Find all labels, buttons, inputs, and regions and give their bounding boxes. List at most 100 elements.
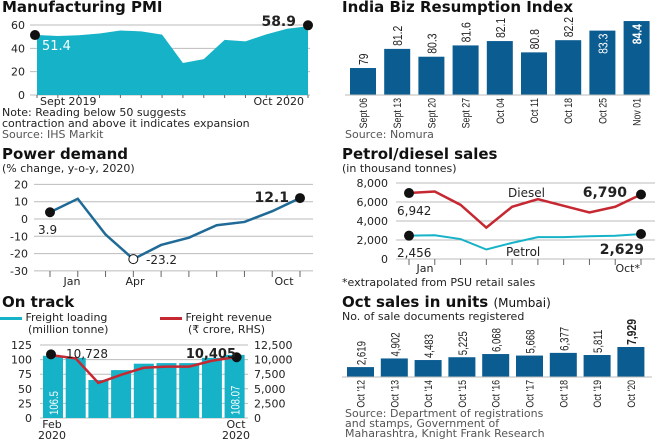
sales-source-3: Maharashtra, Knight Frank Research	[345, 427, 545, 440]
diesel-end-label: 6,790	[583, 185, 628, 201]
fuel-title: Petrol/diesel sales	[342, 145, 498, 163]
biz-bar	[486, 41, 513, 95]
freight-bar	[156, 363, 177, 418]
sales-category-label: Oct '15	[457, 380, 469, 408]
power-xlabel-oct: Oct	[274, 275, 294, 288]
freight-ytick-left: 125	[11, 339, 32, 352]
sales-bar	[549, 352, 577, 377]
diesel-start-label: 6,942	[397, 204, 431, 218]
freight-bar	[65, 357, 86, 418]
pmi-source: Source: IHS Markit	[2, 128, 104, 141]
petrol-end-label: 2,629	[600, 242, 644, 258]
sales-category-label: Oct '13	[389, 380, 401, 408]
fuel-xlabel-jan: Jan	[416, 262, 434, 275]
freight-xlabel-feb-year: 2020	[38, 429, 66, 440]
sales-title-text: Oct sales in units	[342, 293, 489, 311]
biz-category-label: Sept 27	[461, 98, 473, 129]
biz-value-label: 84.4	[631, 24, 645, 45]
fuel-ytick: 4,000	[357, 215, 389, 228]
power-end-label: 12.1	[254, 190, 289, 206]
power-ytick: -30	[10, 265, 28, 278]
sales-bar	[347, 367, 374, 377]
freight-bar	[88, 380, 109, 418]
biz-category-label: Sept 20	[427, 98, 439, 129]
legend-swatch-teal	[0, 316, 22, 320]
freight-ytick-right: 0	[254, 412, 261, 425]
sales-category-label: Oct '12	[356, 380, 368, 408]
sales-category-label: Oct '18	[558, 380, 570, 408]
legend-label: Freight revenue	[185, 311, 272, 324]
freight-bar	[133, 363, 154, 418]
freight-bar	[179, 363, 200, 418]
diesel-label: Diesel	[508, 186, 545, 200]
power-start-label: 3.9	[38, 223, 57, 237]
biz-bar	[452, 45, 479, 95]
pmi-ytick: 0	[18, 89, 25, 102]
sales-subtitle: No. of sale documents registered	[342, 310, 525, 323]
biz-value-label: 80.8	[528, 29, 542, 50]
sales-value-label: 5,668	[525, 330, 538, 354]
freight-bar	[201, 357, 222, 418]
freight-ytick-right: 12,500	[254, 339, 293, 352]
diesel-end-dot	[636, 189, 646, 200]
fuel-ytick: 6,000	[357, 196, 389, 209]
freight-start-dot	[46, 349, 56, 360]
pmi-xlabel-start: Sept 2019	[40, 95, 97, 108]
pmi-note-2: contraction and above it indicates expan…	[2, 117, 250, 130]
power-xlabel-jan: Jan	[63, 275, 81, 288]
pmi-start-label: 51.4	[42, 39, 71, 54]
biz-source: Source: Nomura	[345, 128, 434, 141]
sales-category-label: Oct '16	[491, 380, 503, 408]
power-min-label: -23.2	[146, 253, 177, 267]
freight-xlabel-feb: Feb	[42, 418, 61, 431]
freight-bar	[43, 355, 63, 418]
biz-bar	[418, 56, 445, 95]
pmi-ytick: 40	[11, 42, 25, 55]
pmi-note: Note: Reading below 50 suggests	[2, 106, 187, 119]
freight-ytick-right: 10,000	[254, 354, 293, 367]
petrol-end-dot	[636, 229, 646, 240]
biz-value-label: 82.2	[562, 17, 576, 37]
power-ytick: 10	[14, 196, 28, 209]
sales-value-label: 6,377	[558, 327, 571, 351]
legend-swatch-red	[160, 316, 182, 320]
legend-freight-loading: Freight loading	[0, 312, 107, 324]
sales-bar	[583, 355, 611, 377]
pmi-start-dot	[30, 30, 40, 41]
power-ytick: -10	[10, 230, 28, 243]
power-ytick: -20	[10, 248, 28, 261]
fuel-ytick: 0	[381, 253, 388, 266]
sales-value-label: 7,929	[625, 319, 639, 345]
freight-ytick-right: 7,500	[254, 368, 286, 381]
biz-value-label: 79	[357, 53, 371, 65]
fuel-line-diesel	[408, 190, 642, 230]
freight-ytick-right: 5,000	[254, 383, 286, 396]
freight-ytick-left: 50	[18, 383, 32, 396]
sales-value-label: 4,902	[389, 332, 402, 356]
biz-bar	[521, 52, 547, 95]
pmi-ytick: 60	[11, 19, 25, 32]
sales-category-label: Oct '20	[626, 380, 638, 408]
freight-ytick-left: 0	[25, 412, 32, 425]
pmi-end-label: 58.9	[261, 14, 296, 30]
biz-value-label: 82.1	[494, 18, 508, 38]
power-xlabel-apr: Apr	[125, 275, 145, 288]
power-ytick: 0	[21, 213, 28, 226]
sales-value-label: 5,811	[592, 330, 605, 353]
fuel-xlabel-oct: Oct*	[615, 262, 640, 275]
sales-category-label: Oct '14	[423, 380, 435, 408]
legend-freight-loading-unit: (million tonne)	[28, 323, 109, 336]
freight-xlabel-oct-year: 2020	[222, 429, 250, 440]
pmi-end-dot	[303, 20, 313, 31]
freight-rev-start-label: 10,728	[66, 347, 108, 361]
biz-bar	[589, 30, 616, 95]
sales-bar	[448, 357, 476, 377]
freight-title: On track	[2, 293, 75, 311]
freight-ytick-left: 100	[11, 354, 32, 367]
power-min-dot	[128, 254, 139, 265]
biz-category-label: Sept 06	[358, 98, 370, 129]
biz-bar	[384, 48, 411, 95]
biz-value-label: 83.3	[596, 33, 610, 54]
